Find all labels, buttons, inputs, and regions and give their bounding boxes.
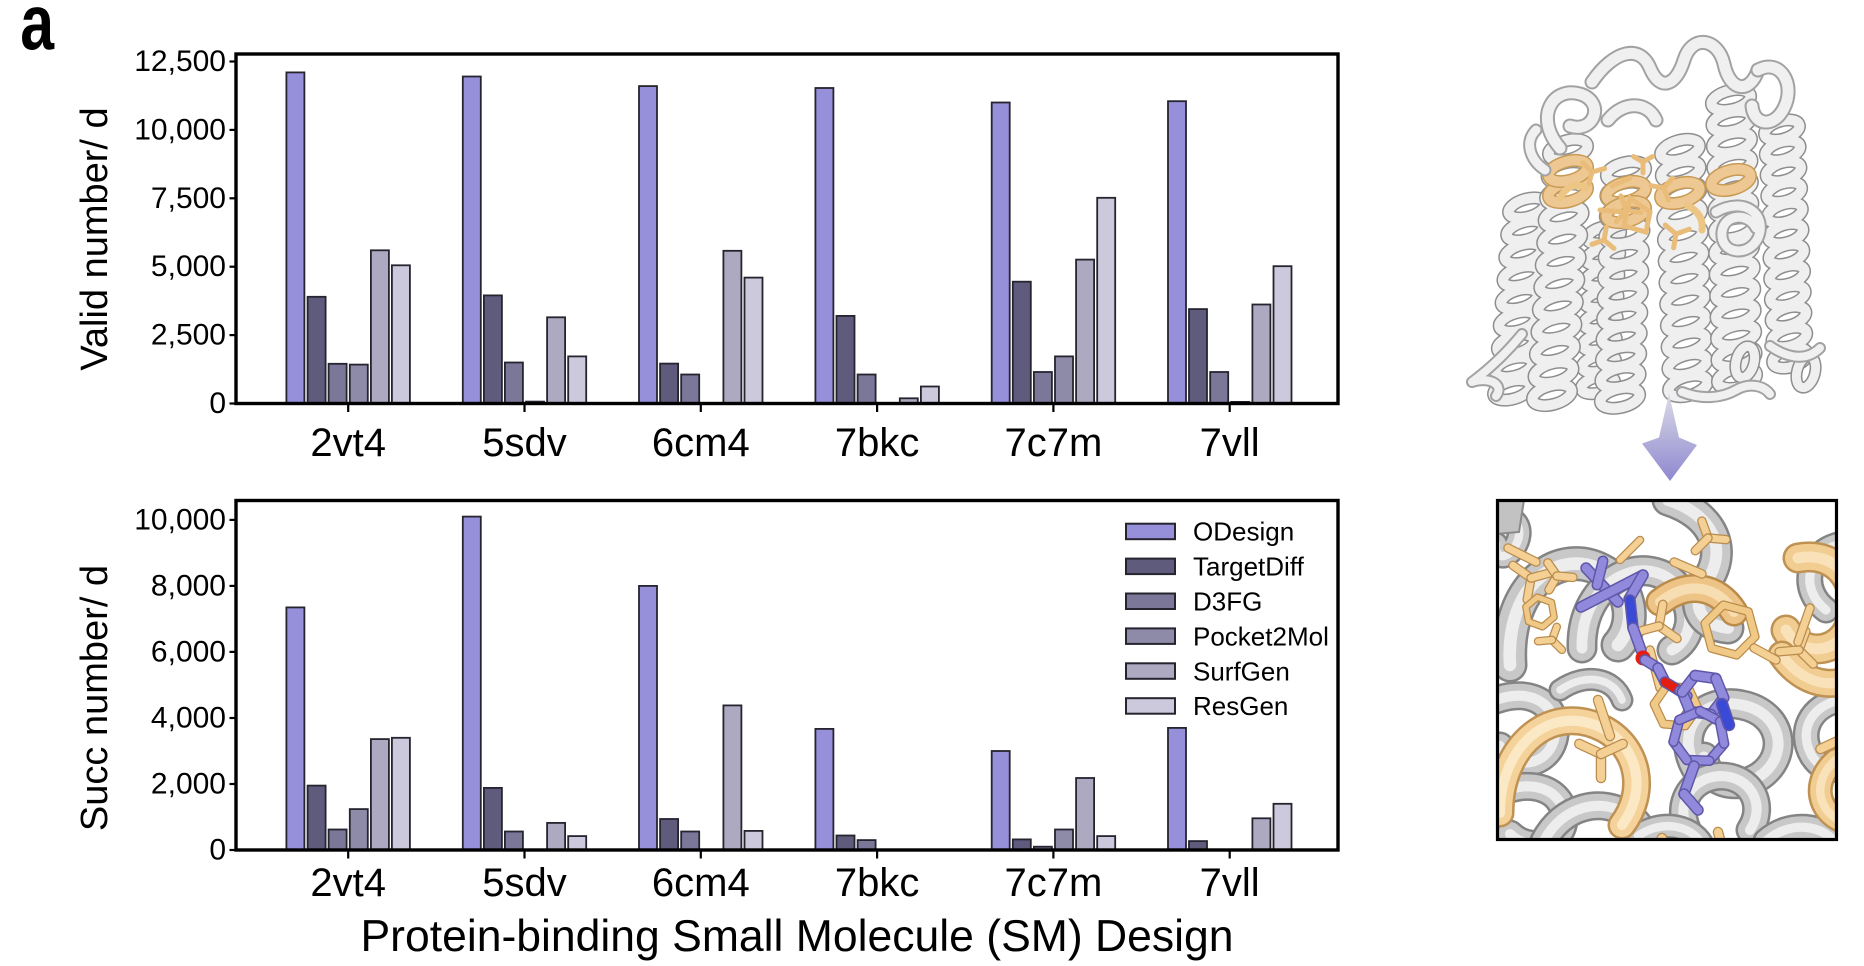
svg-text:Valid number/ d: Valid number/ d — [74, 107, 116, 370]
svg-text:7bkc: 7bkc — [835, 861, 920, 905]
svg-text:0: 0 — [209, 387, 226, 420]
svg-text:5sdv: 5sdv — [482, 421, 567, 465]
svg-text:ResGen: ResGen — [1193, 691, 1288, 721]
svg-text:D3FG: D3FG — [1193, 587, 1262, 617]
svg-text:7c7m: 7c7m — [1004, 421, 1102, 465]
svg-text:2,500: 2,500 — [151, 319, 226, 352]
svg-text:7bkc: 7bkc — [835, 421, 920, 465]
svg-text:7vll: 7vll — [1200, 861, 1260, 905]
svg-text:2,000: 2,000 — [151, 768, 226, 801]
svg-text:7vll: 7vll — [1200, 421, 1260, 465]
svg-text:6cm4: 6cm4 — [652, 421, 750, 465]
svg-text:7,500: 7,500 — [151, 182, 226, 215]
svg-text:5sdv: 5sdv — [482, 861, 567, 905]
svg-text:8,000: 8,000 — [151, 569, 226, 602]
svg-text:10,000: 10,000 — [134, 503, 226, 536]
svg-text:6,000: 6,000 — [151, 635, 226, 668]
svg-text:7c7m: 7c7m — [1004, 861, 1102, 905]
svg-text:TargetDiff: TargetDiff — [1193, 552, 1305, 582]
svg-text:4,000: 4,000 — [151, 702, 226, 735]
svg-text:5,000: 5,000 — [151, 250, 226, 283]
svg-text:10,000: 10,000 — [134, 113, 226, 146]
svg-text:6cm4: 6cm4 — [652, 861, 750, 905]
svg-text:a: a — [20, 0, 55, 66]
svg-text:2vt4: 2vt4 — [310, 421, 386, 465]
svg-text:ODesign: ODesign — [1193, 517, 1294, 547]
svg-text:SurfGen: SurfGen — [1193, 656, 1290, 686]
svg-text:Protein-binding Small Molecule: Protein-binding Small Molecule (SM) Desi… — [360, 912, 1233, 961]
svg-text:2vt4: 2vt4 — [310, 861, 386, 905]
svg-text:0: 0 — [209, 834, 226, 867]
svg-text:12,500: 12,500 — [134, 45, 226, 78]
svg-text:Pocket2Mol: Pocket2Mol — [1193, 621, 1329, 651]
svg-text:Succ number/ d: Succ number/ d — [74, 565, 116, 831]
